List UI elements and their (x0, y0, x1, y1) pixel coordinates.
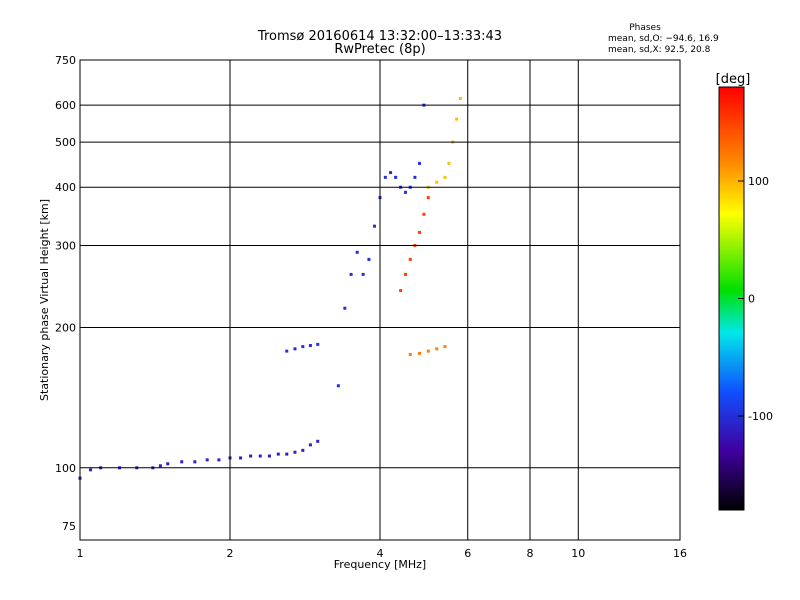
colorbar-tick-label: 0 (748, 293, 755, 306)
echo-point (458, 97, 462, 101)
x-axis-label: Frequency [MHz] (334, 558, 426, 571)
echo-point (276, 452, 280, 456)
x-tick-label: 2 (227, 547, 234, 560)
plot-frame (79, 59, 681, 541)
echo-point (367, 257, 371, 261)
echo-point (308, 443, 312, 447)
echo-point (426, 196, 430, 200)
echo-point (249, 454, 253, 458)
x-tick-label: 6 (464, 547, 471, 560)
echo-point (267, 454, 271, 458)
echo-point (308, 343, 312, 347)
echo-point (217, 458, 221, 462)
echo-point (417, 161, 421, 165)
colorbar-tick-label: 100 (748, 175, 769, 188)
grid-layer (80, 60, 680, 540)
y-tick-label: 300 (55, 239, 76, 252)
echo-point (417, 351, 421, 355)
echo-point (166, 462, 170, 466)
colorbar-tick-label: -100 (748, 410, 773, 423)
stats-heading: Phases (629, 23, 661, 33)
echo-point (316, 439, 320, 443)
echo-point (435, 180, 439, 184)
y-axis-label: Stationary phase Virtual Height [km] (38, 199, 51, 401)
echo-point (89, 468, 93, 472)
x-tick-label: 8 (527, 547, 534, 560)
echo-point (301, 345, 305, 349)
y-tick-label: 600 (55, 99, 76, 112)
echo-point (435, 347, 439, 351)
colorbar: [deg] 100 0 -100 (716, 72, 773, 511)
echo-point (394, 175, 398, 179)
echo-point (355, 250, 359, 254)
chart-subtitle: RwPretec (8p) (334, 42, 425, 57)
echo-point (443, 175, 447, 179)
echo-point (158, 464, 162, 468)
echo-point (343, 306, 347, 310)
x-tick-label: 1 (77, 547, 84, 560)
scatter-points-layer (78, 97, 462, 480)
stats-o-line: mean, sd,O: −94.6, 16.9 (608, 34, 719, 44)
x-tick-label: 16 (673, 547, 687, 560)
echo-point (336, 384, 340, 388)
y-tick-label: 750 (55, 54, 76, 67)
echo-point (285, 452, 289, 456)
colorbar-ticks: 100 0 -100 (738, 175, 773, 423)
echo-point (301, 448, 305, 452)
echo-point (426, 349, 430, 353)
echo-point (293, 347, 297, 351)
y-tick-labels: 75 100 200 300 400 500 600 750 (55, 54, 76, 533)
echo-point (399, 289, 403, 293)
colorbar-label: [deg] (716, 72, 751, 87)
x-tick-labels: 1 2 4 6 8 10 16 (77, 547, 688, 560)
echo-point (373, 224, 377, 228)
echo-point (239, 456, 243, 460)
echo-point (455, 117, 459, 121)
echo-point (180, 460, 184, 464)
echo-point (422, 212, 426, 216)
echo-point (389, 171, 393, 175)
y-tick-label: 400 (55, 181, 76, 194)
echo-point (403, 190, 407, 194)
echo-point (417, 230, 421, 234)
chart-title: Tromsø 20160614 13:32:00–13:33:43 (257, 29, 502, 44)
y-tick-label: 100 (55, 462, 76, 475)
echo-point (408, 257, 412, 261)
echo-point (316, 342, 320, 346)
echo-point (193, 460, 197, 464)
echo-point (413, 175, 417, 179)
x-tick-label: 10 (571, 547, 585, 560)
x-tick-label: 4 (377, 547, 384, 560)
y-tick-label: 75 (62, 520, 76, 533)
echo-point (408, 353, 412, 357)
stats-x-line: mean, sd,X: 92.5, 20.8 (608, 45, 711, 55)
echo-point (205, 458, 209, 462)
echo-point (361, 272, 365, 276)
echo-point (285, 349, 289, 353)
y-tick-label: 500 (55, 136, 76, 149)
echo-point (383, 175, 387, 179)
echo-point (403, 272, 407, 276)
echo-point (447, 161, 451, 165)
y-tick-label: 200 (55, 322, 76, 335)
echo-point (349, 272, 353, 276)
echo-point (258, 454, 262, 458)
echo-point (293, 450, 297, 454)
echo-point (443, 345, 447, 349)
